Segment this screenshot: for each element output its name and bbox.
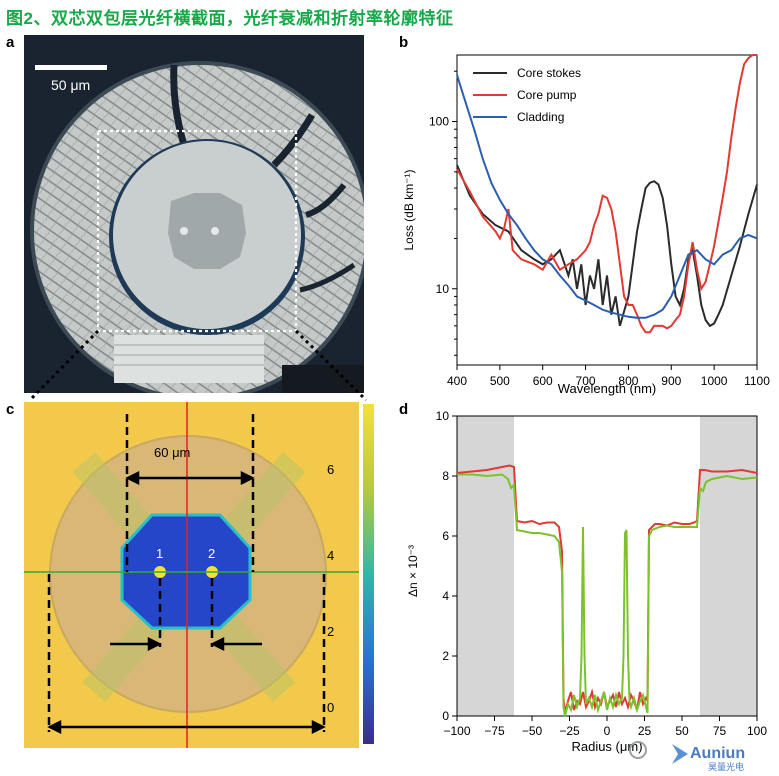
loss-plot-frame [456,54,758,366]
loss-y-tick-label: 10 [436,282,450,296]
loss-series-0 [456,164,758,328]
legend-label: Cladding [517,110,564,124]
dimension-arrows [47,470,326,735]
zoom-box [96,129,298,333]
dimension-label: 60 μm [154,445,190,460]
watermark-text: Auniun [690,745,745,762]
profile-y-tick-label: 10 [436,409,450,423]
scale-bar [35,65,107,70]
loss-x-label: Wavelength (nm) [558,381,657,396]
loss-x-tick-label: 1100 [744,374,770,388]
profile-y-label: Δn × 10⁻³ [406,545,420,597]
profile-x-tick-label: 75 [713,724,727,738]
index-profile-chart: −100 −75 −50 −25 0 25 50 75 100 0 2 4 6 8 10 Radius (μ… [406,409,767,754]
core-1 [180,227,188,235]
loss-chart: 400 500 600 700 800 900 1000 1100 10 100 Core sto… [402,54,770,396]
loss-x-tick-label: 1000 [701,374,728,388]
panel-c-label: c [6,401,15,418]
cladding-shade [457,416,514,716]
profile-y-tick-label: 6 [442,529,449,543]
cleave-debris [114,335,264,383]
loss-x-tick-label: 900 [661,374,681,388]
cladding-shade [700,416,757,716]
loss-series-2 [456,74,758,319]
colorbar-tick-6: 6 [327,462,335,477]
loss-series-1 [456,54,757,334]
wing-icon [672,744,688,764]
watermark-logo: Auniun 昊量光电 [629,741,745,772]
profile-x-tick-label: 50 [675,724,689,738]
profile-series-1 [457,473,758,717]
colorbar-tick-2: 2 [327,624,335,639]
colorbar-tick-4: 4 [327,548,335,563]
loss-y-label: Loss (dB km⁻¹) [402,169,416,250]
profile-x-tick-label: −50 [522,724,543,738]
colorbar-tick-0: 0 [327,700,335,715]
profile-y-tick-label: 2 [442,649,449,663]
loss-x-tick-label: 400 [447,374,467,388]
legend-label: Core pump [517,88,577,102]
profile-x-tick-label: 25 [638,724,652,738]
core-2-label: 2 [208,546,215,561]
profile-x-tick-label: −100 [443,724,470,738]
panel-d-label: d [399,401,409,418]
profile-x-tick-label: −75 [484,724,505,738]
loss-y-tick-label: 100 [429,115,449,129]
profile-y-tick-label: 8 [442,469,449,483]
loss-x-tick-label: 600 [533,374,553,388]
profile-y-tick-label: 0 [442,709,449,723]
loss-x-tick-label: 500 [490,374,510,388]
profile-x-tick-label: 0 [604,724,611,738]
loss-x-tick-label: 800 [618,374,638,388]
dimension-lines [47,414,326,732]
profile-x-label: Radius (μm) [571,739,642,754]
core-1-label: 1 [156,546,163,561]
panel-b-label: b [399,34,409,51]
profile-x-tick-label: −25 [559,724,580,738]
figure-title: 图2、双芯双包层光纤横截面，光纤衰减和折射率轮廓特征 [6,9,454,28]
core-2 [211,227,219,235]
scale-bar-label: 50 μm [51,77,90,93]
panel-a-label: a [6,34,15,51]
loss-x-tick-label: 700 [576,374,596,388]
core-region [168,193,246,269]
index-map-image: 1 2 60 μm [24,402,374,748]
colorbar [363,404,374,744]
profile-y-tick-label: 4 [442,589,449,603]
watermark-sub: 昊量光电 [708,761,744,772]
legend-label: Core stokes [517,66,581,80]
panel-a-micrograph: 50 μm [24,35,364,393]
profile-x-tick-label: 100 [747,724,767,738]
